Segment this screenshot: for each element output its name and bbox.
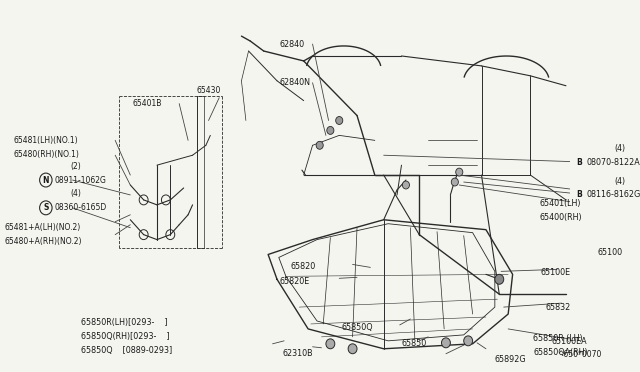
Text: B: B <box>577 190 582 199</box>
Text: 65430: 65430 <box>197 86 221 95</box>
Circle shape <box>451 178 458 186</box>
Text: 65480(RH)(NO.1): 65480(RH)(NO.1) <box>14 150 80 159</box>
Text: 65480+A(RH)(NO.2): 65480+A(RH)(NO.2) <box>4 237 81 246</box>
Circle shape <box>326 339 335 349</box>
Text: 62840N: 62840N <box>280 78 310 87</box>
Text: 08116-8162G: 08116-8162G <box>586 190 640 199</box>
Text: 65892G: 65892G <box>495 355 527 364</box>
Text: 65481(LH)(NO.1): 65481(LH)(NO.1) <box>14 136 79 145</box>
Text: 65100E: 65100E <box>540 268 570 277</box>
Text: (4): (4) <box>71 189 82 198</box>
Circle shape <box>348 344 357 354</box>
Text: 65820E: 65820E <box>280 277 310 286</box>
Text: 65850R (LH): 65850R (LH) <box>533 334 582 343</box>
Circle shape <box>327 126 334 134</box>
Circle shape <box>495 274 504 284</box>
Text: B: B <box>577 158 582 167</box>
Text: (4): (4) <box>615 144 626 153</box>
Text: ^650*0070: ^650*0070 <box>557 350 602 359</box>
Circle shape <box>456 168 463 176</box>
Text: 65400(RH): 65400(RH) <box>540 213 582 222</box>
Text: 08911-1062G: 08911-1062G <box>55 176 107 185</box>
Circle shape <box>442 338 451 348</box>
Text: 65100: 65100 <box>598 248 623 257</box>
Text: (4): (4) <box>615 177 626 186</box>
Circle shape <box>336 116 343 125</box>
Circle shape <box>403 181 410 189</box>
Text: 65850QA(RH): 65850QA(RH) <box>533 348 588 357</box>
Text: 08070-8122A: 08070-8122A <box>586 158 640 167</box>
Text: 65850R(LH)[0293-    ]: 65850R(LH)[0293- ] <box>81 318 168 327</box>
Circle shape <box>464 336 472 346</box>
Circle shape <box>316 141 323 149</box>
Text: N: N <box>43 176 49 185</box>
Text: 62840: 62840 <box>280 39 305 49</box>
Text: 08360-6165D: 08360-6165D <box>55 203 107 212</box>
Text: 65820: 65820 <box>291 262 316 271</box>
Text: 65850: 65850 <box>401 339 427 348</box>
Text: S: S <box>43 203 49 212</box>
Text: (2): (2) <box>71 162 81 171</box>
Text: 62310B: 62310B <box>282 349 313 358</box>
Text: 65401B: 65401B <box>132 99 161 108</box>
Text: 65832: 65832 <box>545 302 571 312</box>
Text: 65850Q: 65850Q <box>341 323 372 333</box>
Text: 65401(LH): 65401(LH) <box>540 199 580 208</box>
Text: 65850Q    [0889-0293]: 65850Q [0889-0293] <box>81 346 173 355</box>
Text: 65481+A(LH)(NO.2): 65481+A(LH)(NO.2) <box>4 223 80 232</box>
Text: 65100EA: 65100EA <box>552 337 588 346</box>
Text: 65850Q(RH)[0293-    ]: 65850Q(RH)[0293- ] <box>81 332 170 341</box>
